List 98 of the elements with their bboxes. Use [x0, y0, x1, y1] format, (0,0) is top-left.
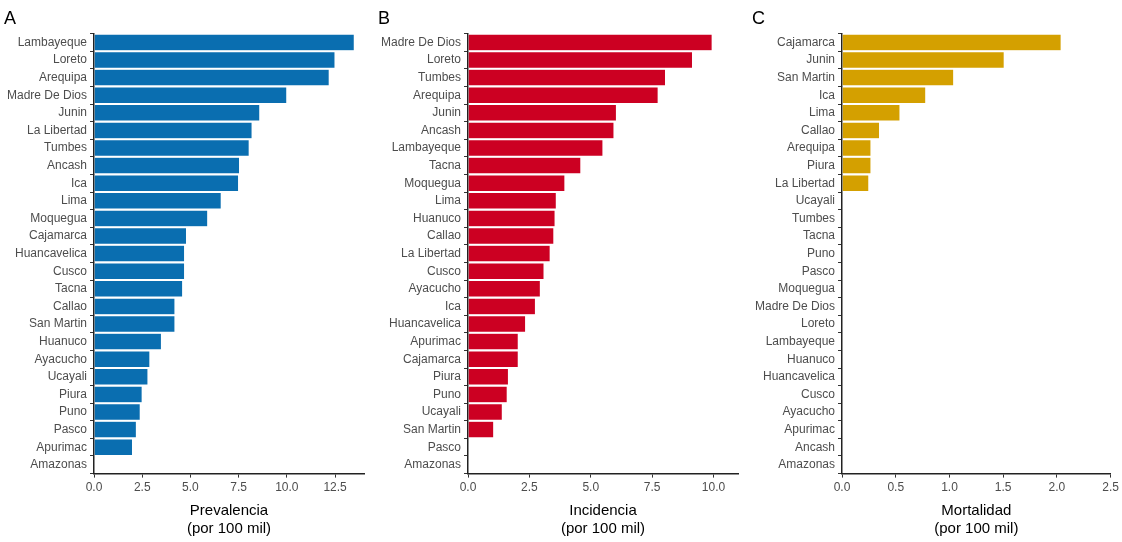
y-tick-label: Pasco: [53, 421, 88, 436]
y-tick-label: Puno: [59, 404, 88, 419]
y-tick-label: Ucayali: [795, 193, 836, 208]
x-tick-label: 0.0: [85, 480, 103, 495]
chart-title: A: [4, 7, 17, 28]
y-tick-label: Amazonas: [30, 457, 88, 472]
y-tick-label: Junin: [806, 52, 836, 67]
y-tick-label: Ancash: [47, 157, 88, 172]
x-tick-label: 2.0: [1048, 480, 1066, 495]
y-tick-label: Madre De Dios: [381, 34, 462, 49]
x-tick-label: 5.0: [582, 480, 600, 495]
y-tick-label: Apurimac: [410, 333, 462, 348]
y-tick-label: Ayacucho: [782, 404, 836, 419]
y-tick-label: Arequipa: [786, 140, 836, 155]
y-tick-label: San Martin: [29, 316, 88, 331]
y-tick-label: Callao: [801, 122, 836, 137]
y-tick-label: Lima: [435, 193, 462, 208]
y-tick-label: San Martin: [403, 421, 462, 436]
x-tick-label: 0.0: [459, 480, 477, 495]
y-tick-label: Cajamarca: [777, 34, 836, 49]
x-tick-label: 1.0: [941, 480, 959, 495]
x-tick-label: 10.0: [275, 480, 299, 495]
y-tick-label: Tumbes: [44, 140, 88, 155]
y-tick-label: Lambayeque: [765, 333, 836, 348]
y-tick-label: Cajamarca: [29, 228, 88, 243]
y-tick-label: Moquegua: [30, 210, 88, 225]
y-tick-label: Piura: [807, 157, 836, 172]
y-tick-label: Tumbes: [418, 69, 462, 84]
x-tick-label: 7.5: [230, 480, 248, 495]
y-tick-label: Loreto: [53, 52, 88, 67]
y-tick-label: Ica: [445, 298, 462, 313]
y-tick-label: Huanuco: [38, 333, 88, 348]
x-tick-label: 2.5: [521, 480, 539, 495]
chart-title: B: [378, 7, 391, 28]
y-tick-label: Madre De Dios: [755, 298, 836, 313]
y-tick-label: Ica: [819, 87, 836, 102]
x-tick-label: 0.5: [887, 480, 905, 495]
y-tick-label: Loreto: [427, 52, 462, 67]
x-axis-title: Prevalencia (por 100 mil): [186, 501, 272, 537]
x-axis-title: Mortalidad (por 100 mil): [934, 501, 1019, 537]
y-tick-label: La Libertad: [26, 122, 88, 137]
y-tick-label: Ancash: [421, 122, 462, 137]
y-tick-label: Junin: [432, 105, 462, 120]
y-tick-label: Huanuco: [412, 210, 462, 225]
y-tick-label: Arequipa: [412, 87, 462, 102]
chart-title: C: [752, 7, 765, 28]
y-tick-label: Puno: [807, 245, 836, 260]
y-tick-label: Ucayali: [421, 404, 462, 419]
x-tick-label: 10.0: [701, 480, 726, 495]
y-tick-label: Puno: [433, 386, 462, 401]
y-tick-label: Huancavelica: [762, 369, 836, 384]
y-tick-label: Apurimac: [36, 439, 88, 454]
y-tick-label: San Martin: [777, 69, 836, 84]
y-tick-label: Callao: [427, 228, 462, 243]
y-tick-label: Huanuco: [786, 351, 836, 366]
y-tick-label: Ayacucho: [408, 281, 462, 296]
y-tick-label: Lambayeque: [391, 140, 462, 155]
y-tick-label: Huancavelica: [14, 245, 88, 260]
y-tick-label: La Libertad: [400, 245, 462, 260]
y-tick-label: Tacna: [429, 157, 462, 172]
x-tick-label: 12.5: [323, 480, 348, 495]
x-tick-label: 5.0: [182, 480, 200, 495]
y-tick-label: Junin: [58, 105, 88, 120]
y-tick-label: Callao: [53, 298, 88, 313]
y-tick-label: Cusco: [427, 263, 462, 278]
x-tick-label: 0.0: [833, 480, 851, 495]
y-tick-label: Amazonas: [778, 457, 836, 472]
x-axis-title: Incidencia (por 100 mil): [560, 501, 646, 537]
y-tick-label: Amazonas: [404, 457, 462, 472]
y-tick-label: Arequipa: [38, 69, 88, 84]
y-tick-label: Ayacucho: [34, 351, 88, 366]
y-tick-label: Piura: [433, 369, 462, 384]
y-tick-label: Ancash: [795, 439, 836, 454]
y-tick-label: Ucayali: [47, 369, 88, 384]
y-tick-label: La Libertad: [774, 175, 836, 190]
y-tick-label: Cusco: [801, 386, 836, 401]
y-tick-label: Lima: [809, 105, 836, 120]
y-tick-label: Apurimac: [784, 421, 836, 436]
y-tick-label: Tacna: [803, 228, 836, 243]
y-tick-label: Cusco: [53, 263, 88, 278]
y-tick-label: Loreto: [801, 316, 836, 331]
y-tick-label: Huancavelica: [388, 316, 462, 331]
x-tick-label: 7.5: [643, 480, 661, 495]
y-tick-label: Pasco: [427, 439, 462, 454]
y-tick-label: Tacna: [55, 281, 88, 296]
y-tick-label: Lambayeque: [17, 34, 88, 49]
y-tick-label: Pasco: [801, 263, 836, 278]
x-tick-label: 1.5: [994, 480, 1012, 495]
y-tick-label: Madre De Dios: [7, 87, 88, 102]
x-tick-label: 2.5: [133, 480, 151, 495]
x-tick-label: 2.5: [1102, 480, 1120, 495]
y-tick-label: Moquegua: [778, 281, 836, 296]
y-tick-label: Lima: [61, 193, 88, 208]
y-tick-label: Cajamarca: [403, 351, 462, 366]
y-tick-label: Moquegua: [404, 175, 462, 190]
y-tick-label: Tumbes: [792, 210, 836, 225]
y-tick-label: Piura: [59, 386, 88, 401]
y-tick-label: Ica: [71, 175, 88, 190]
